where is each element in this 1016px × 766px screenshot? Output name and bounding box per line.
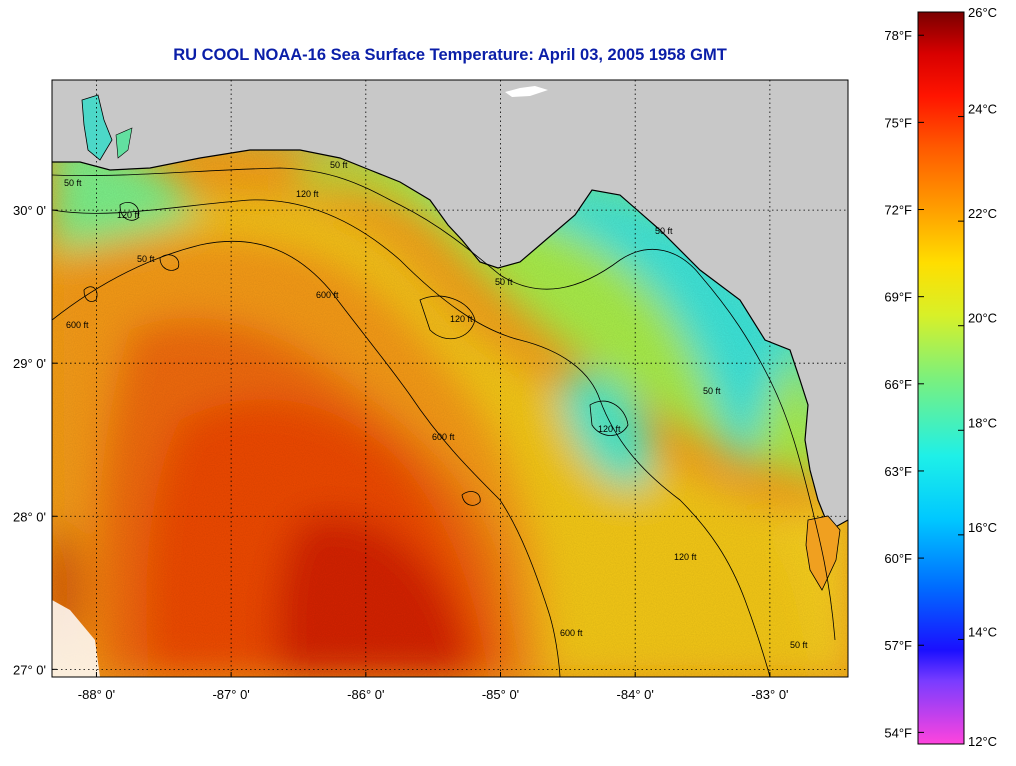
x-tick-label: -86° 0' [347, 687, 384, 702]
y-tick-label: 29° 0' [13, 356, 46, 371]
sst-field: 50 ft 50 ft 50 ft 50 ft 50 ft 50 ft 50 f… [52, 80, 848, 677]
fahrenheit-label: 54°F [884, 725, 912, 740]
colorbar-scale [917, 11, 965, 745]
longitude-axis: -88° 0' -87° 0' -86° 0' -85° 0' -84° 0' -83° … [78, 672, 789, 702]
graticule [52, 80, 848, 677]
x-tick-label: -88° 0' [78, 687, 115, 702]
isobath-label: 120 ft [674, 552, 697, 562]
y-tick-label: 30° 0' [13, 203, 46, 218]
x-tick-label: -85° 0' [482, 687, 519, 702]
latitude-axis: 30° 0' 29° 0' 28° 0' 27° 0' [13, 203, 57, 677]
map-title: RU COOL NOAA-16 Sea Surface Temperature:… [173, 46, 727, 64]
isobath-label: 120 ft [296, 189, 319, 199]
isobath-contours [52, 167, 836, 677]
fahrenheit-label: 72°F [884, 203, 912, 218]
celsius-label: 22°C [968, 206, 997, 221]
celsius-label: 16°C [968, 520, 997, 535]
fahrenheit-label: 66°F [884, 377, 912, 392]
isobath-label: 120 ft [450, 314, 473, 324]
isobath-label: 50 ft [64, 178, 82, 188]
celsius-label: 26°C [968, 5, 997, 20]
isobath-label: 600 ft [560, 628, 583, 638]
colorbar-celsius-labels: 26°C 24°C 22°C 20°C 18°C 16°C 14°C 12°C [958, 5, 997, 749]
x-tick-label: -83° 0' [751, 687, 788, 702]
isobath-label: 600 ft [432, 432, 455, 442]
fahrenheit-label: 60°F [884, 551, 912, 566]
celsius-label: 24°C [968, 102, 997, 117]
celsius-label: 18°C [968, 415, 997, 430]
map-frame [51, 79, 849, 678]
fahrenheit-label: 78°F [884, 28, 912, 43]
isobath-label: 50 ft [790, 640, 808, 650]
land-mass [52, 80, 848, 530]
isobath-labels: 50 ft 50 ft 50 ft 50 ft 50 ft 50 ft 50 f… [64, 160, 808, 650]
isobath-label: 600 ft [66, 320, 89, 330]
celsius-label: 20°C [968, 311, 997, 326]
isobath-label: 120 ft [117, 210, 140, 220]
celsius-label: 12°C [968, 734, 997, 749]
isobath-label: 50 ft [330, 160, 348, 170]
y-tick-label: 28° 0' [13, 509, 46, 524]
fahrenheit-label: 57°F [884, 638, 912, 653]
isobath-label: 50 ft [703, 386, 721, 396]
isobath-label: 50 ft [495, 277, 513, 287]
fahrenheit-label: 69°F [884, 290, 912, 305]
x-tick-label: -84° 0' [617, 687, 654, 702]
isobath-label: 600 ft [316, 290, 339, 300]
x-tick-label: -87° 0' [212, 687, 249, 702]
fahrenheit-label: 75°F [884, 115, 912, 130]
y-tick-label: 27° 0' [13, 662, 46, 677]
isobath-label: 50 ft [137, 254, 155, 264]
colorbar-fahrenheit-labels: 78°F 75°F 72°F 69°F 66°F 63°F 60°F 57°F 54°F [884, 28, 924, 740]
celsius-label: 14°C [968, 624, 997, 639]
isobath-label: 120 ft [598, 424, 621, 434]
fahrenheit-label: 63°F [884, 464, 912, 479]
colorbar: 78°F 75°F 72°F 69°F 66°F 63°F 60°F 57°F 54°F 26°… [884, 5, 997, 749]
isobath-label: 50 ft [655, 226, 673, 236]
